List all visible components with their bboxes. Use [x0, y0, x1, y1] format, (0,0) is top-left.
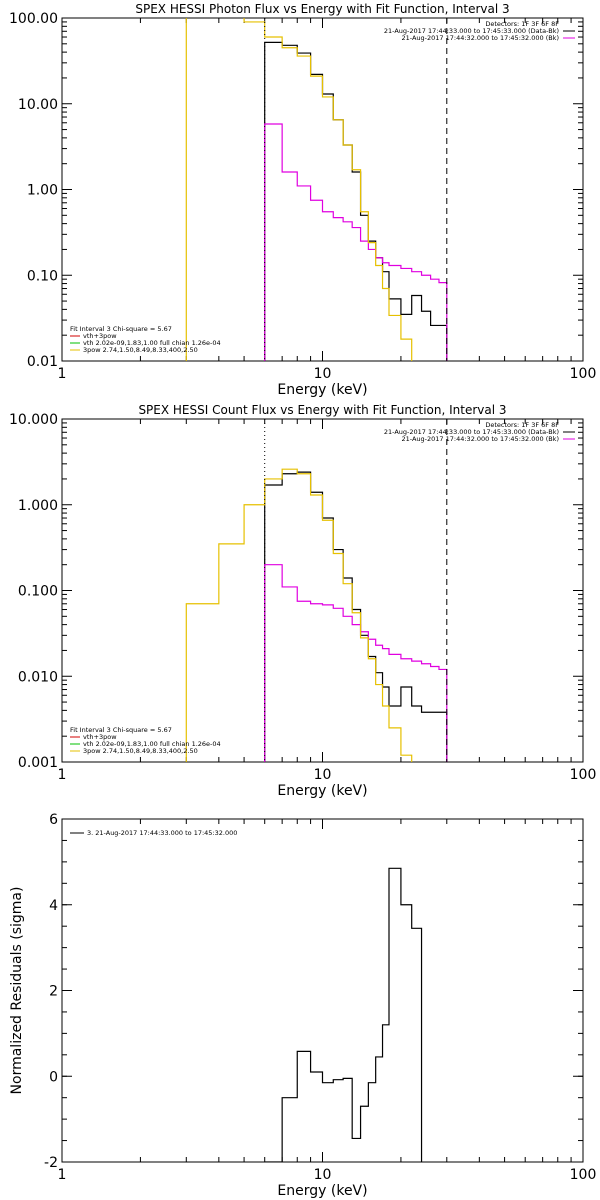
- plot-area: [185, 18, 448, 361]
- y-tick-label: 100.00: [9, 11, 58, 27]
- legend-entry: 21-Aug-2017 17:44:32.000 to 17:45:32.000…: [402, 34, 559, 42]
- legend-entry: vth+3pow: [83, 332, 117, 340]
- legend-entry: Fit Interval 3 Chi-square = 5.67: [70, 325, 172, 333]
- y-tick-label: 4: [49, 898, 58, 914]
- y-tick-label: 0: [49, 1069, 58, 1085]
- legend-entry: vth+3pow: [83, 733, 117, 741]
- x-tick-label: 1: [58, 767, 67, 783]
- y-tick-label: 0.001: [18, 755, 58, 771]
- x-tick-label: 10: [314, 767, 332, 783]
- series-0-line: [264, 471, 448, 762]
- y-tick-label: 0.010: [18, 669, 58, 685]
- plot-frame: [61, 17, 584, 362]
- legend-entry: 21-Aug-2017 17:44:33.000 to 17:45:33.000…: [384, 428, 559, 436]
- x-tick-label: 1: [58, 366, 67, 382]
- y-tick-label: 10.00: [18, 97, 58, 113]
- legend-entry: Detectors: 1F 3F 6F 8F: [485, 421, 559, 429]
- legend-entry: Detectors: 1F 3F 6F 8F: [485, 20, 559, 28]
- x-axis-label: Energy (keV): [277, 1183, 367, 1199]
- panel-photon: 1 10 100 0.01 0.10 1.00 10.00 100.00 SPEX HESSI …: [9, 2, 597, 398]
- y-tick-label: 2: [49, 984, 58, 1000]
- series-0-line: [264, 867, 423, 1162]
- x-tick-label: 100: [570, 366, 597, 382]
- plot-frame: [61, 418, 584, 763]
- x-tick-label: 1: [58, 1167, 67, 1183]
- legend-entry: 21-Aug-2017 17:44:33.000 to 17:45:33.000…: [384, 27, 559, 35]
- y-tick-label: 0.01: [27, 354, 58, 370]
- chart-title: SPEX HESSI Photon Flux vs Energy with Fi…: [135, 2, 509, 16]
- legend-entry: 3pow 2.74,1.50,8.49,8.33,400,2.50: [83, 747, 198, 755]
- y-axis-label: Normalized Residuals (sigma): [9, 887, 25, 1095]
- legend-entry: 3pow 2.74,1.50,8.49,8.33,400,2.50: [83, 346, 198, 354]
- legend-entry: Fit Interval 3 Chi-square = 5.67: [70, 726, 172, 734]
- y-tick-label: 6: [49, 812, 58, 828]
- y-tick-label: 0.100: [18, 584, 58, 600]
- series-0-line: [264, 41, 448, 361]
- y-tick-label: 0.10: [27, 268, 58, 284]
- legend-entry: vth 2.02e-09,1.83,1.00 full chian 1.26e-…: [83, 740, 221, 748]
- x-axis-label: Energy (keV): [277, 783, 367, 799]
- y-tick-label: 10.000: [9, 412, 58, 428]
- series-1-line: [264, 123, 448, 361]
- series-2-line: [139, 468, 423, 762]
- x-tick-label: 10: [314, 1167, 332, 1183]
- series-2-line: [185, 18, 423, 361]
- plot-area: [264, 867, 423, 1162]
- y-tick-label: 1.00: [27, 183, 58, 199]
- x-tick-label: 10: [314, 366, 332, 382]
- y-tick-label: -2: [44, 1155, 58, 1171]
- chart-title: SPEX HESSI Count Flux vs Energy with Fit…: [138, 403, 506, 417]
- legend-entry: 21-Aug-2017 17:44:32.000 to 17:45:32.000…: [402, 435, 559, 443]
- legend-entry: vth 2.02e-09,1.83,1.00 full chian 1.26e-…: [83, 339, 221, 347]
- panel-residuals: 1 10 100 -2 0 2 4 6 Energy (keV) Normalized Resid…: [9, 812, 596, 1199]
- plot-frame: [61, 818, 584, 1163]
- x-axis-label: Energy (keV): [277, 382, 367, 398]
- plot-area: [139, 419, 448, 762]
- series-1-line: [264, 564, 448, 762]
- legend-entry: 3. 21-Aug-2017 17:44:33.000 to 17:45:32.…: [87, 829, 237, 837]
- y-tick-label: 1.000: [18, 498, 58, 514]
- x-tick-label: 100: [570, 767, 597, 783]
- panel-count: 1 10 100 0.001 0.010 0.100 1.000 10.000 SPEX HES…: [9, 403, 596, 799]
- x-tick-label: 100: [570, 1167, 597, 1183]
